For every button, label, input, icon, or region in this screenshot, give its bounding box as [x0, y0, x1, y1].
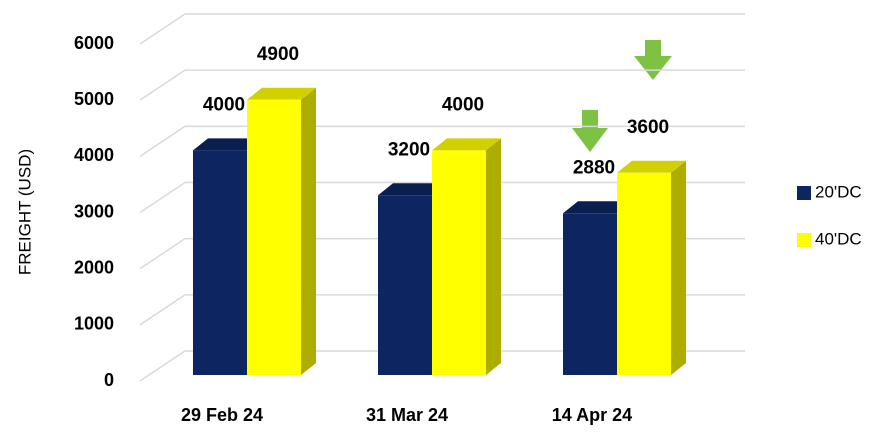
x-tick-label: 14 Apr 24: [552, 405, 632, 425]
value-label: 3600: [627, 117, 669, 138]
value-label: 4000: [442, 94, 484, 115]
grid-line: [139, 69, 745, 101]
y-tick-label: 5000: [74, 89, 114, 109]
bar-top: [432, 138, 501, 151]
bar-front: [432, 150, 486, 375]
grid-line: [139, 237, 745, 270]
x-tick-label: 31 Mar 24: [366, 405, 448, 425]
y-tick-label: 1000: [74, 314, 114, 334]
value-label: 4000: [203, 94, 245, 115]
y-axis-title: FREIGHT (USD): [15, 149, 34, 275]
value-label: 2880: [573, 157, 615, 178]
bar-top: [563, 201, 632, 214]
legend-swatch: [797, 233, 811, 247]
bar-front: [378, 195, 432, 375]
legend-label: 40'DC: [815, 229, 862, 248]
bar: [247, 87, 316, 376]
bar-top: [247, 87, 316, 100]
legend-label: 20'DC: [815, 182, 862, 201]
grid-line: [139, 294, 745, 326]
y-tick-label: 6000: [74, 33, 114, 53]
bar-top: [617, 160, 686, 173]
grid-line: [139, 125, 745, 157]
legend-swatch: [797, 186, 811, 200]
bar-side: [671, 160, 686, 375]
value-label: 4900: [257, 44, 299, 65]
y-tick-label: 0: [104, 370, 114, 390]
bar-side: [486, 138, 501, 375]
arrow: [572, 110, 608, 152]
y-tick-label: 2000: [74, 257, 114, 277]
arrow: [634, 40, 672, 80]
grid-line: [139, 350, 745, 382]
bar-front: [193, 150, 247, 375]
arrows: [572, 40, 672, 152]
x-tick-label: 29 Feb 24: [181, 405, 263, 425]
bar: [432, 138, 501, 375]
bar-side: [301, 87, 316, 376]
grid-line: [139, 13, 745, 45]
grid-line: [139, 181, 745, 214]
value-label: 3200: [388, 139, 430, 160]
bar: [617, 160, 686, 375]
bar-top: [193, 138, 262, 151]
bar-front: [617, 172, 671, 375]
y-tick-label: 4000: [74, 145, 114, 165]
y-tick-label: 3000: [74, 201, 114, 221]
bar-front: [563, 213, 617, 375]
bar-front: [247, 99, 301, 376]
bar-top: [378, 183, 447, 196]
